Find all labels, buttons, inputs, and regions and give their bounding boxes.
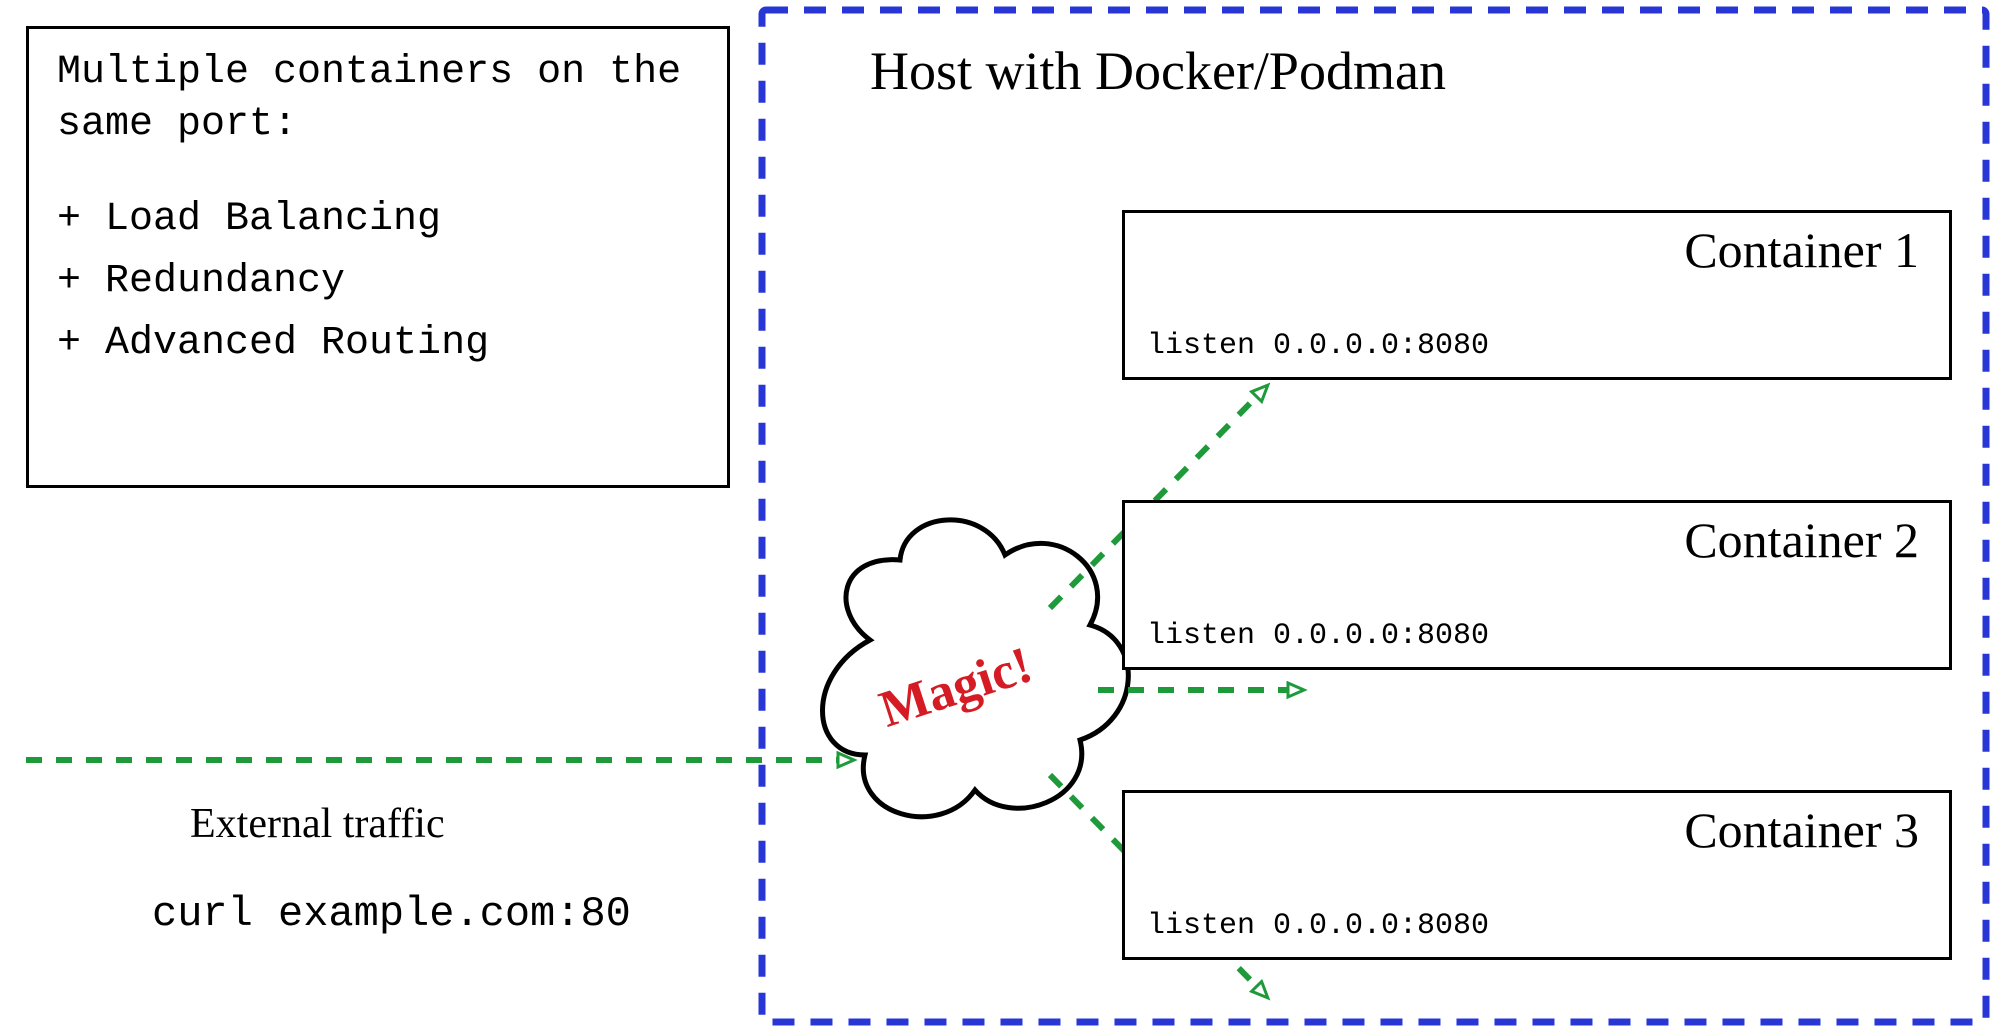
info-item-1: + Load Balancing (57, 189, 699, 251)
external-traffic-command: curl example.com:80 (152, 890, 631, 938)
container-box-1: Container 1 listen 0.0.0.0:8080 (1122, 210, 1952, 380)
info-heading: Multiple containers on the same port: (57, 47, 699, 151)
info-box: Multiple containers on the same port: + … (26, 26, 730, 488)
info-item-2: + Redundancy (57, 251, 699, 313)
diagram-canvas: Multiple containers on the same port: + … (0, 0, 2000, 1031)
host-title: Host with Docker/Podman (870, 40, 1446, 102)
info-item-3: + Advanced Routing (57, 313, 699, 375)
container-2-listen: listen 0.0.0.0:8080 (1147, 619, 1489, 653)
container-1-title: Container 1 (1684, 221, 1919, 279)
container-3-title: Container 3 (1684, 801, 1919, 859)
container-box-3: Container 3 listen 0.0.0.0:8080 (1122, 790, 1952, 960)
external-traffic-label: External traffic (190, 800, 445, 848)
container-box-2: Container 2 listen 0.0.0.0:8080 (1122, 500, 1952, 670)
container-2-title: Container 2 (1684, 511, 1919, 569)
container-3-listen: listen 0.0.0.0:8080 (1147, 909, 1489, 943)
container-1-listen: listen 0.0.0.0:8080 (1147, 329, 1489, 363)
